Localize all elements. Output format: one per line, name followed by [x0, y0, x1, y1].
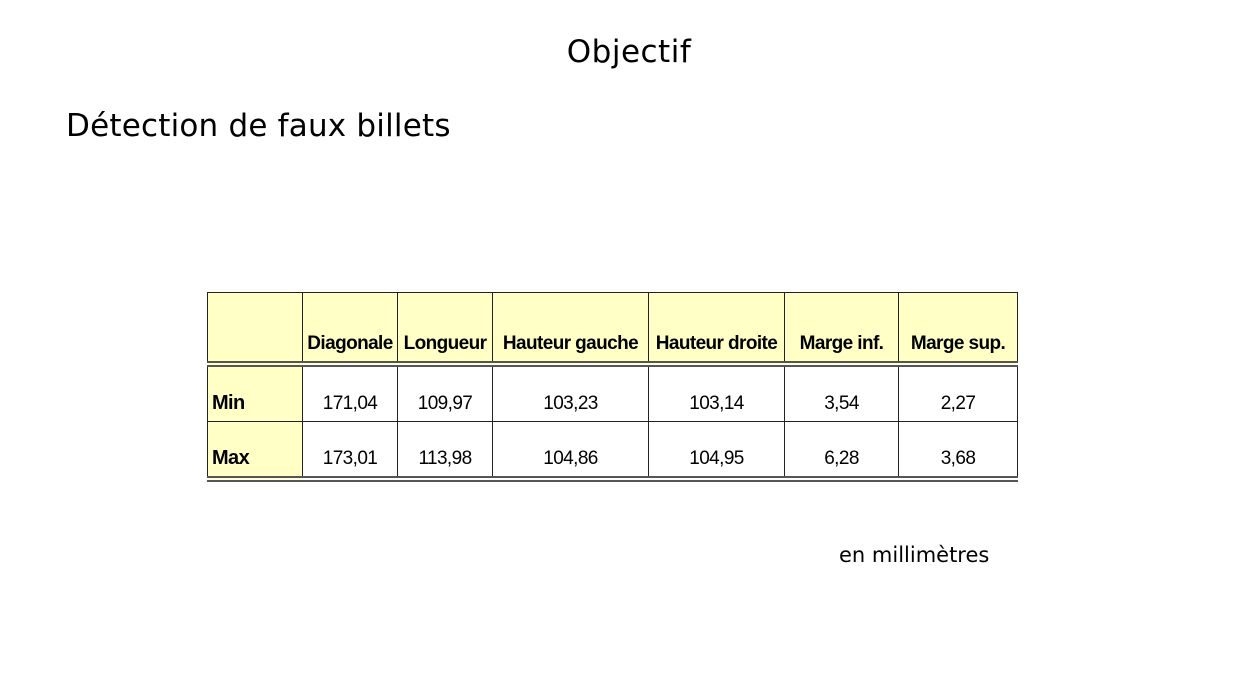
table-corner-cell	[207, 292, 303, 367]
table-cell: 171,04	[302, 363, 398, 422]
table-cell: 104,95	[648, 421, 785, 482]
column-header-diagonale: Diagonale	[302, 292, 398, 367]
column-header-marge-inf: Marge inf.	[784, 292, 899, 367]
slide-subtitle: Détection de faux billets	[66, 108, 451, 144]
table-cell: 104,86	[492, 421, 649, 482]
slide-title: Objectif	[566, 34, 692, 70]
table-header-row: Diagonale Longueur Hauteur gauche Hauteu…	[207, 292, 1018, 367]
row-label-min: Min	[207, 363, 303, 422]
row-label-max: Max	[207, 421, 303, 482]
table-cell: 103,14	[648, 363, 785, 422]
table-cell: 109,97	[397, 363, 493, 422]
column-header-hauteur-droite: Hauteur droite	[648, 292, 785, 367]
column-header-longueur: Longueur	[397, 292, 493, 367]
table-row-max: Max 173,01 113,98 104,86 104,95 6,28 3,6…	[207, 421, 1018, 482]
table-cell: 173,01	[302, 421, 398, 482]
column-header-marge-sup: Marge sup.	[898, 292, 1018, 367]
unit-note: en millimètres	[839, 543, 990, 567]
table-cell: 6,28	[784, 421, 899, 482]
table-cell: 113,98	[397, 421, 493, 482]
dimensions-table: Diagonale Longueur Hauteur gauche Hauteu…	[207, 292, 1018, 482]
table-cell: 2,27	[898, 363, 1018, 422]
column-header-hauteur-gauche: Hauteur gauche	[492, 292, 649, 367]
table-cell: 3,54	[784, 363, 899, 422]
table-cell: 3,68	[898, 421, 1018, 482]
table-row-min: Min 171,04 109,97 103,23 103,14 3,54 2,2…	[207, 363, 1018, 422]
table-cell: 103,23	[492, 363, 649, 422]
